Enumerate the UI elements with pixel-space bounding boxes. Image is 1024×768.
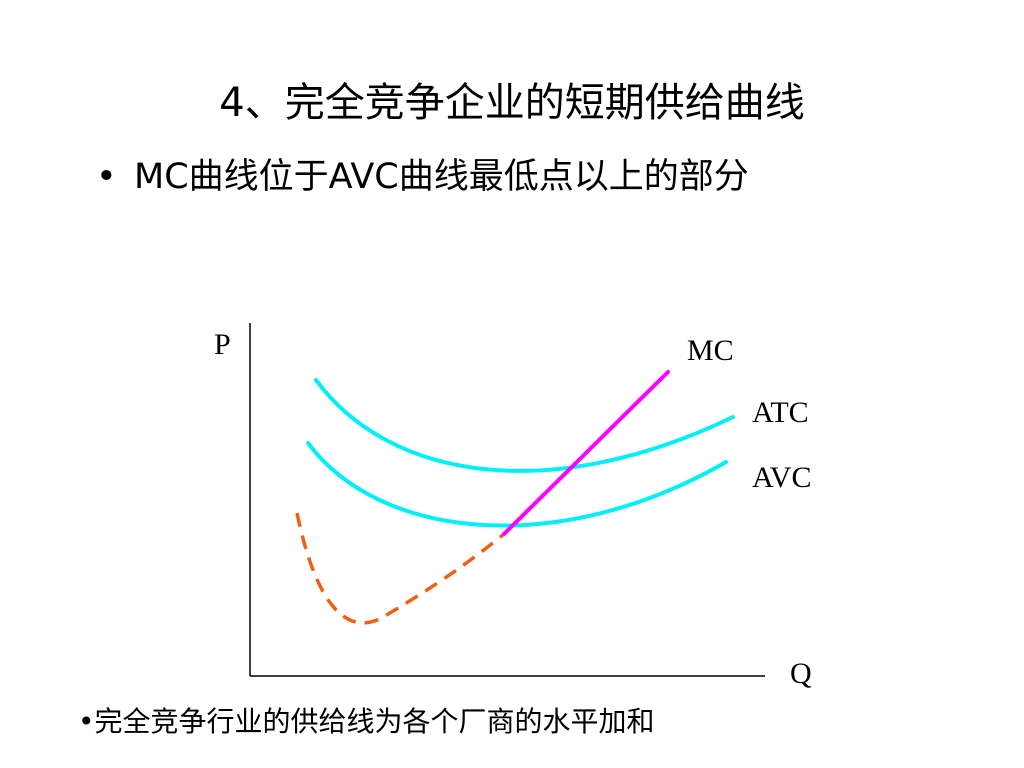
bullet-main: • MC曲线位于AVC曲线最低点以上的部分 xyxy=(96,148,749,199)
bullet-bottom-marker: • xyxy=(78,705,95,738)
slide-title: 4、完全竞争企业的短期供给曲线 xyxy=(219,80,805,126)
avc-curve xyxy=(306,441,728,528)
atc-label: ATC xyxy=(752,396,809,429)
y-axis-label: P xyxy=(214,328,231,361)
bullet-bottom: •完全竞争行业的供给线为各个厂商的水平加和 xyxy=(78,700,655,740)
atc-curve xyxy=(314,378,735,473)
bullet-bottom-text: 完全竞争行业的供给线为各个厂商的水平加和 xyxy=(94,705,655,738)
mc-curve-below-avc xyxy=(295,512,506,625)
mc-label: MC xyxy=(687,334,734,367)
mc-curve xyxy=(502,370,670,536)
x-axis-label: Q xyxy=(790,657,812,690)
bullet-main-text: MC曲线位于AVC曲线最低点以上的部分 xyxy=(134,157,749,197)
bullet-marker: • xyxy=(96,157,117,197)
avc-label: AVC xyxy=(752,461,811,494)
